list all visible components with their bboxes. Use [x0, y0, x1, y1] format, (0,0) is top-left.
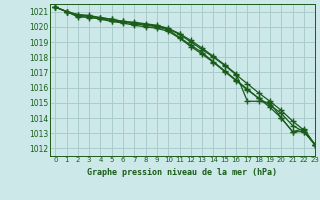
X-axis label: Graphe pression niveau de la mer (hPa): Graphe pression niveau de la mer (hPa): [87, 168, 277, 177]
